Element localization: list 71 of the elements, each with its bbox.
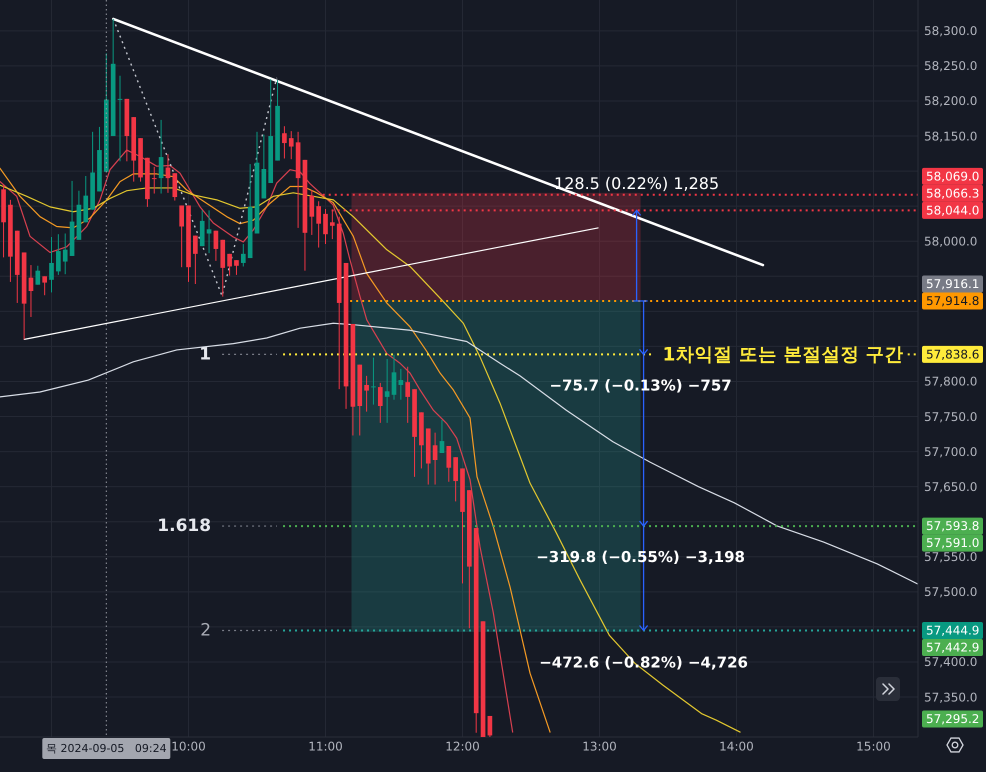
x-tick-label: 12:00 [445, 740, 480, 754]
candlestick [166, 154, 170, 194]
annotation: 57,444.9 [926, 623, 980, 638]
candlestick [28, 264, 34, 318]
candlestick [364, 375, 369, 412]
candlestick [49, 236, 54, 293]
candlestick [172, 172, 178, 202]
y-tick-label: 57,750.0 [924, 410, 978, 424]
annotation: 57,914.8 [926, 294, 980, 308]
y-tick-label: 57,700.0 [924, 444, 978, 459]
annotation: 2 [200, 620, 212, 640]
candlestick [227, 253, 232, 276]
annotation: 58,044.0 [926, 203, 980, 218]
annotation: 57,838.6 [926, 347, 980, 362]
y-tick-label: 57,350.0 [924, 690, 978, 704]
candlestick [42, 276, 47, 296]
annotation: 1차익절 또는 본절설정 구간 [662, 344, 904, 365]
x-tick-label: 11:00 [308, 740, 343, 754]
candlestick [179, 204, 184, 268]
y-tick-label: 58,150.0 [924, 129, 978, 144]
text: 57,916.1 [926, 276, 980, 291]
candlestick [282, 126, 287, 159]
candlestick [398, 368, 404, 400]
x-tick-label: 13:00 [582, 740, 617, 754]
annotation: 57,593.8 [926, 519, 980, 534]
y-tick-label: 58,200.0 [924, 94, 978, 108]
candlestick [432, 432, 438, 486]
text: 57,591.0 [926, 536, 980, 550]
candlestick [214, 230, 218, 262]
annotation: 58,066.3 [926, 186, 980, 200]
candlestick [384, 358, 390, 424]
candlestick [152, 166, 157, 194]
text: 57,295.2 [926, 712, 980, 726]
y-tick-label: 57,500.0 [924, 585, 978, 600]
y-tick-label: 57,400.0 [924, 655, 978, 670]
candlestick [405, 366, 410, 424]
candlestick [316, 200, 321, 248]
annotation: 1.618 [157, 516, 212, 536]
text: 57,442.9 [926, 640, 980, 654]
line-series [0, 322, 918, 585]
ref-line-label: 목 2024-09-05 09:24 [46, 742, 167, 755]
y-tick-label: 57,550.0 [924, 550, 978, 564]
candlestick [323, 208, 328, 245]
candlestick [488, 715, 492, 737]
candlestick [309, 190, 314, 236]
candlestick [240, 244, 246, 267]
candlestick [206, 210, 212, 254]
candlestick [440, 420, 444, 454]
annotation: 1 [199, 344, 212, 364]
y-tick-label: 57,650.0 [924, 480, 978, 494]
x-tick-label: 14:00 [719, 740, 754, 754]
y-tick-label: 58,300.0 [924, 24, 978, 38]
x-tick-label: 15:00 [856, 740, 891, 754]
candlestick [453, 456, 458, 502]
candlestick [446, 445, 452, 482]
text: 58,069.0 [926, 169, 980, 184]
candlestick [371, 357, 376, 406]
x-tick-label: 10:00 [171, 740, 206, 754]
candlestick [62, 233, 68, 275]
candlestick [118, 75, 122, 162]
candlestick [392, 354, 396, 400]
candlestick [288, 130, 294, 160]
candlestick [193, 235, 198, 284]
y-tick-label: 58,000.0 [924, 234, 978, 248]
candlestick [35, 265, 40, 286]
y-tick-label: 57,800.0 [924, 374, 978, 389]
y-tick-label: 58,250.0 [924, 59, 978, 74]
candlestick [234, 260, 239, 276]
candlestick [378, 382, 383, 424]
candlestick [158, 119, 164, 194]
candlestick [56, 234, 61, 276]
